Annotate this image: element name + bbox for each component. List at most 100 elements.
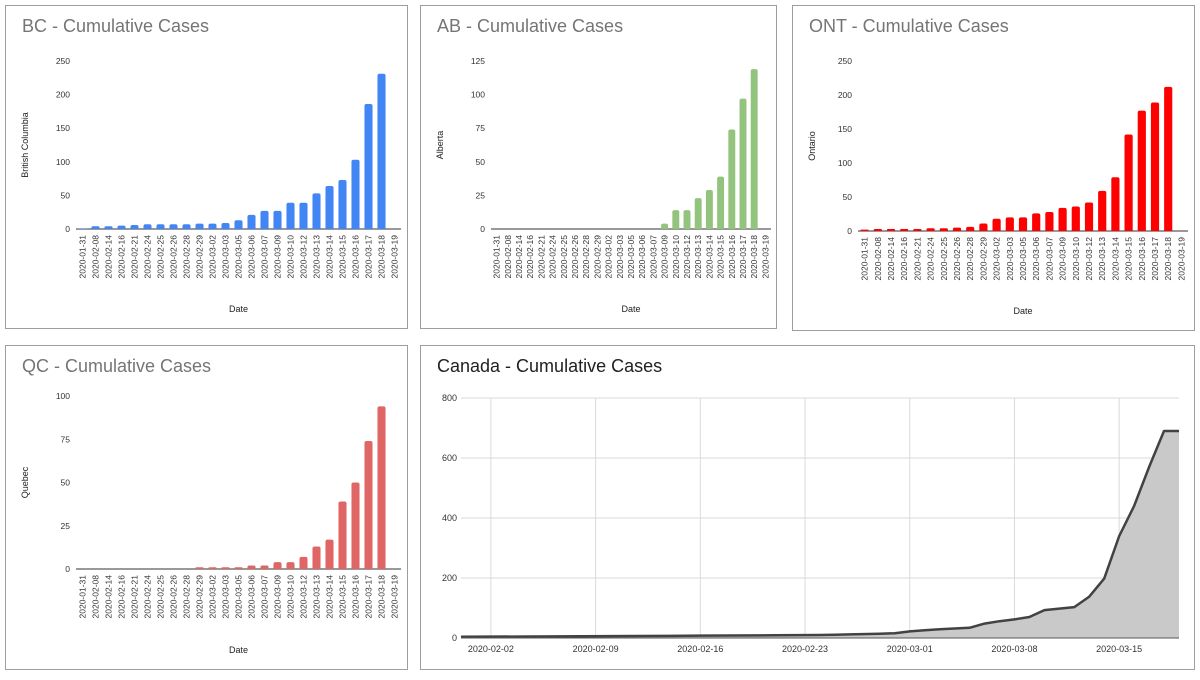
ont-ytick-label: 100: [838, 158, 852, 168]
bc-bar: [325, 185, 334, 229]
bc-ytick-label: 200: [56, 90, 70, 100]
ab-category-label: 2020-03-09: [660, 235, 670, 279]
ont-ytick-label: 200: [838, 90, 852, 100]
ont-bar: [873, 228, 882, 231]
bc-category-label: 2020-03-17: [364, 235, 374, 279]
qc-bar: [234, 567, 243, 569]
ont-bar: [886, 228, 896, 231]
ab-bar: [750, 69, 758, 229]
qc-category-label: 2020-03-09: [273, 575, 283, 619]
qc-category-label: 2020-03-02: [208, 575, 218, 619]
ab-category-label: 2020-01-31: [492, 235, 502, 279]
ont-category-label: 2020-02-08: [873, 237, 883, 281]
bc-bar: [364, 104, 373, 229]
ont-bar: [1137, 110, 1146, 231]
qc-category-label: 2020-03-05: [234, 575, 244, 619]
bc-bar: [143, 224, 152, 229]
bc-category-label: 2020-03-06: [247, 235, 257, 279]
canada-area-fill: [461, 431, 1179, 638]
ab-category-label: 2020-03-07: [648, 235, 658, 279]
ab-category-label: 2020-03-12: [682, 235, 692, 279]
ont-bar: [939, 228, 948, 231]
ont-category-label: 2020-03-15: [1124, 237, 1134, 281]
ab-category-label: 2020-03-18: [749, 235, 759, 279]
ab-category-label: 2020-02-24: [548, 235, 558, 279]
ab-ytick-label: 75: [476, 123, 486, 133]
ont-category-label: 2020-03-10: [1071, 237, 1081, 281]
ab-bar: [694, 198, 702, 229]
ab-category-label: 2020-03-13: [693, 235, 703, 279]
ab-category-label: 2020-03-17: [738, 235, 748, 279]
ont-bar: [926, 228, 935, 231]
bc-bar: [208, 223, 217, 229]
ab-category-label: 2020-03-02: [604, 235, 614, 279]
qc-category-label: 2020-03-16: [351, 575, 361, 619]
ont-category-label: 2020-03-05: [1018, 237, 1028, 281]
canada-xtick-label: 2020-02-02: [468, 644, 514, 654]
qc-category-label: 2020-03-19: [390, 575, 400, 619]
qc-bar: [325, 539, 334, 569]
bc-category-label: 2020-02-14: [104, 235, 114, 279]
ab-x-axis-title: Date: [621, 304, 640, 314]
canada-chart-title: Canada - Cumulative Cases: [437, 356, 663, 376]
qc-category-label: 2020-01-31: [78, 575, 88, 619]
qc-category-label: 2020-02-16: [117, 575, 127, 619]
bc-bar: [338, 179, 347, 229]
bc-bar: [312, 193, 321, 229]
ont-category-label: 2020-03-19: [1176, 237, 1186, 281]
canada-xtick-label: 2020-02-16: [677, 644, 723, 654]
qc-bar: [273, 562, 282, 569]
qc-category-label: 2020-03-07: [260, 575, 270, 619]
bc-bar: [234, 220, 243, 229]
bc-ytick-label: 100: [56, 157, 70, 167]
ab-category-label: 2020-02-29: [592, 235, 602, 279]
bc-chart-title: BC - Cumulative Cases: [22, 16, 210, 36]
ont-category-label: 2020-03-14: [1110, 237, 1120, 281]
ab-category-label: 2020-03-03: [615, 235, 625, 279]
qc-category-label: 2020-03-18: [377, 575, 387, 619]
qc-bar: [260, 565, 269, 569]
ab-category-label: 2020-02-25: [559, 235, 569, 279]
ab-bar: [739, 98, 747, 229]
bc-bar: [182, 224, 191, 229]
qc-bar: [338, 501, 347, 569]
canada-series-line: [460, 429, 1179, 639]
qc-category-label: 2020-02-14: [104, 575, 114, 619]
bc-bar: [117, 225, 126, 229]
ont-bar: [1018, 217, 1028, 231]
ont-bar: [1084, 202, 1094, 231]
bc-category-label: 2020-03-07: [260, 235, 270, 279]
bc-category-label: 2020-02-26: [169, 235, 179, 279]
ab-bar: [683, 210, 691, 229]
ont-category-label: 2020-03-06: [1031, 237, 1041, 281]
qc-bar: [221, 567, 230, 569]
qc-category-label: 2020-02-26: [169, 575, 179, 619]
qc-ytick-label: 75: [61, 434, 71, 444]
ont-bar: [900, 228, 909, 231]
ont-category-label: 2020-03-02: [992, 237, 1002, 281]
qc-category-label: 2020-03-10: [286, 575, 296, 619]
qc-category-label: 2020-02-21: [130, 575, 140, 619]
bc-category-label: 2020-03-18: [377, 235, 387, 279]
qc-category-label: 2020-02-08: [91, 575, 101, 619]
bc-category-label: 2020-03-10: [286, 235, 296, 279]
ab-ytick-label: 100: [471, 90, 485, 100]
ab-category-label: 2020-03-14: [704, 235, 714, 279]
ont-x-axis-title: Date: [1013, 306, 1032, 316]
qc-chart-svg: 0 25 50 75 100 2020-01-31 2020-02-08 2020-02-14…: [20, 391, 401, 655]
canada-xtick-label: 2020-02-09: [573, 644, 619, 654]
ont-bar: [1032, 213, 1041, 231]
bc-category-label: 2020-03-14: [325, 235, 335, 279]
ont-bar: [1005, 217, 1014, 231]
bc-bar: [78, 228, 87, 229]
qc-bar: [377, 406, 386, 569]
ab-bar: [728, 129, 736, 229]
canada-ytick-label: 600: [442, 453, 457, 463]
qc-ytick-label: 100: [56, 391, 70, 401]
bc-category-label: 2020-03-05: [234, 235, 244, 279]
qc-category-label: 2020-03-14: [325, 575, 335, 619]
ont-category-label: 2020-02-28: [965, 237, 975, 281]
ont-bar: [1111, 177, 1120, 231]
ab-category-label: 2020-02-21: [536, 235, 546, 279]
bc-category-label: 2020-02-16: [117, 235, 127, 279]
